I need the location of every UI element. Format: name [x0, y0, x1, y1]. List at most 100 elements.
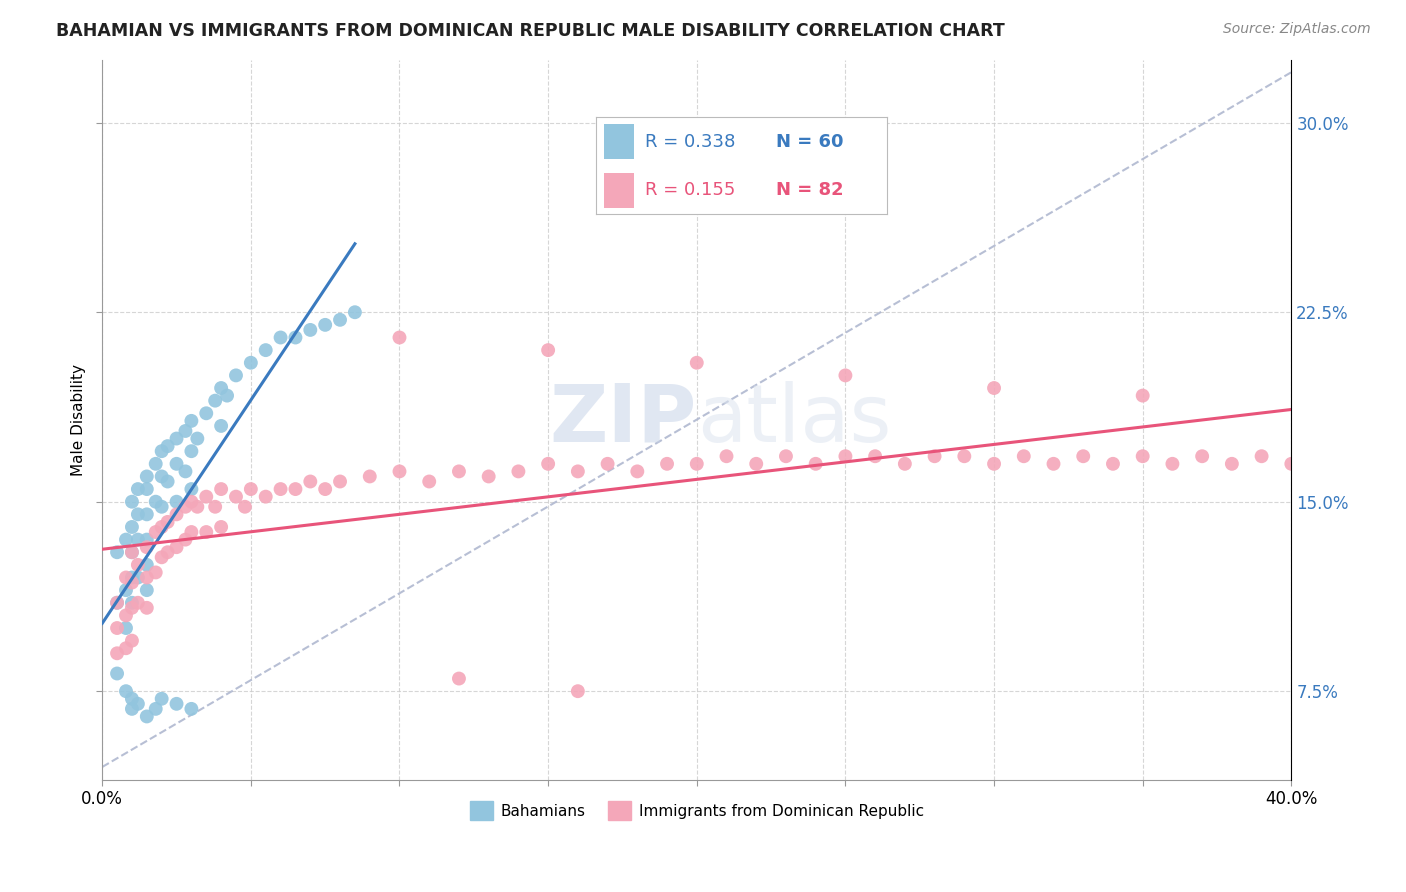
Point	[135, 600, 157, 615]
Point	[983, 381, 1005, 395]
Point	[225, 490, 247, 504]
Point	[121, 545, 143, 559]
Point	[284, 482, 307, 496]
Point	[1132, 449, 1154, 463]
Point	[270, 482, 292, 496]
Point	[314, 482, 336, 496]
Point	[1250, 449, 1272, 463]
Point	[135, 533, 157, 547]
Point	[166, 508, 188, 522]
Point	[115, 621, 138, 635]
Point	[127, 558, 149, 572]
Point	[121, 633, 143, 648]
Point	[105, 596, 128, 610]
Point	[115, 570, 138, 584]
Point	[508, 464, 530, 478]
Point	[655, 457, 678, 471]
Point	[127, 482, 149, 496]
Point	[1191, 449, 1213, 463]
Point	[863, 449, 886, 463]
Point	[166, 432, 188, 446]
Point	[115, 641, 138, 656]
Point	[145, 494, 167, 508]
Point	[115, 608, 138, 623]
Point	[174, 533, 197, 547]
Point	[145, 457, 167, 471]
Point	[145, 524, 167, 539]
Point	[1102, 457, 1125, 471]
Point	[121, 596, 143, 610]
Point	[105, 545, 128, 559]
Point	[145, 702, 167, 716]
Point	[174, 500, 197, 514]
Point	[135, 482, 157, 496]
Legend: Bahamians, Immigrants from Dominican Republic: Bahamians, Immigrants from Dominican Rep…	[464, 795, 929, 826]
Point	[1161, 457, 1184, 471]
Point	[121, 520, 143, 534]
Point	[186, 432, 208, 446]
Point	[447, 464, 470, 478]
Point	[567, 464, 589, 478]
Point	[254, 343, 277, 358]
Point	[127, 533, 149, 547]
Point	[121, 575, 143, 590]
Point	[166, 540, 188, 554]
Point	[204, 393, 226, 408]
Point	[209, 418, 232, 433]
Point	[1220, 457, 1243, 471]
Point	[150, 444, 173, 458]
Point	[115, 684, 138, 698]
Point	[894, 457, 917, 471]
Point	[135, 709, 157, 723]
Point	[121, 702, 143, 716]
Point	[174, 424, 197, 438]
Point	[150, 550, 173, 565]
Point	[716, 449, 738, 463]
Point	[180, 414, 202, 428]
Point	[195, 490, 218, 504]
Point	[150, 500, 173, 514]
Point	[195, 524, 218, 539]
Point	[105, 621, 128, 635]
Point	[156, 515, 179, 529]
Point	[447, 672, 470, 686]
Point	[105, 666, 128, 681]
Point	[239, 482, 262, 496]
Point	[180, 702, 202, 716]
Point	[626, 464, 648, 478]
Point	[105, 646, 128, 660]
Point	[156, 475, 179, 489]
Point	[195, 406, 218, 420]
Point	[1279, 457, 1302, 471]
Point	[254, 490, 277, 504]
Point	[270, 330, 292, 344]
Text: Source: ZipAtlas.com: Source: ZipAtlas.com	[1223, 22, 1371, 37]
Point	[166, 697, 188, 711]
Point	[180, 524, 202, 539]
Point	[233, 500, 256, 514]
Point	[388, 330, 411, 344]
Point	[127, 508, 149, 522]
Point	[217, 389, 239, 403]
Point	[804, 457, 827, 471]
Point	[537, 457, 560, 471]
Point	[127, 570, 149, 584]
Point	[121, 545, 143, 559]
Point	[359, 469, 381, 483]
Point	[834, 449, 856, 463]
Point	[135, 540, 157, 554]
Point	[225, 368, 247, 383]
Point	[121, 600, 143, 615]
Point	[105, 596, 128, 610]
Point	[745, 457, 768, 471]
Point	[135, 583, 157, 598]
Point	[135, 508, 157, 522]
Point	[924, 449, 946, 463]
Point	[150, 520, 173, 534]
Point	[478, 469, 501, 483]
Point	[314, 318, 336, 332]
Point	[834, 368, 856, 383]
Point	[686, 356, 709, 370]
Point	[135, 570, 157, 584]
Point	[186, 500, 208, 514]
